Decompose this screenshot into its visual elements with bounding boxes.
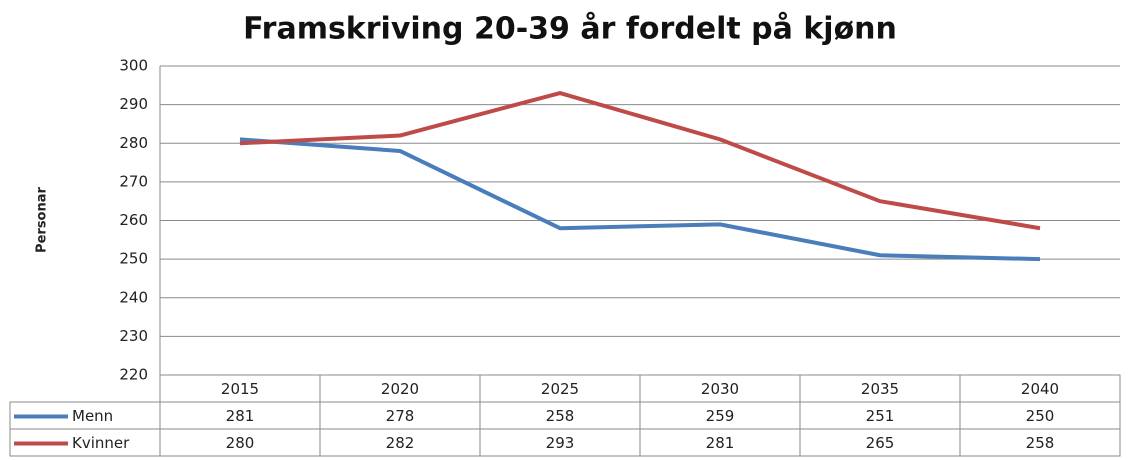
y-tick-label: 300	[119, 57, 148, 75]
table-value: 282	[386, 434, 415, 452]
y-tick-label: 260	[119, 211, 148, 229]
y-axis-label: Personar	[35, 186, 50, 252]
table-value: 293	[546, 434, 575, 452]
table-value: 258	[1026, 434, 1055, 452]
x-tick-label: 2020	[381, 380, 419, 398]
x-tick-label: 2035	[861, 380, 899, 398]
x-tick-label: 2015	[221, 380, 259, 398]
y-tick-label: 290	[119, 95, 148, 113]
y-tick-label: 270	[119, 172, 148, 190]
series-line	[239, 137, 1041, 262]
table-value: 281	[226, 407, 255, 425]
table-value: 280	[226, 434, 255, 452]
series-line	[239, 91, 1041, 231]
legend-label: Menn	[72, 407, 113, 425]
x-tick-label: 2030	[701, 380, 739, 398]
y-tick-label: 240	[119, 288, 148, 306]
table-value: 281	[706, 434, 735, 452]
y-tick-label: 230	[119, 327, 148, 345]
table-value: 278	[386, 407, 415, 425]
x-tick-label: 2025	[541, 380, 579, 398]
y-tick-label: 220	[119, 366, 148, 384]
table-value: 265	[866, 434, 895, 452]
table-value: 258	[546, 407, 575, 425]
legend-label: Kvinner	[72, 434, 130, 452]
table-value: 251	[866, 407, 895, 425]
y-tick-label: 250	[119, 250, 148, 268]
table-value: 250	[1026, 407, 1055, 425]
y-tick-label: 280	[119, 134, 148, 152]
chart-title: Framskriving 20-39 år fordelt på kjønn	[243, 11, 897, 47]
x-tick-label: 2040	[1021, 380, 1059, 398]
table-value: 259	[706, 407, 735, 425]
